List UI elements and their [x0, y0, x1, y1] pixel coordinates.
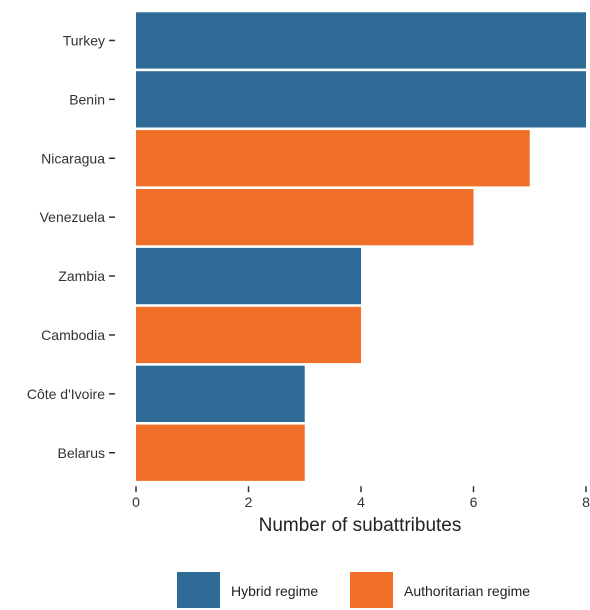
x-tick-label: 6: [470, 494, 478, 510]
y-tick-label: Belarus: [58, 445, 105, 461]
y-tick-label: Cambodia: [41, 327, 105, 343]
legend-label: Authoritarian regime: [404, 583, 530, 599]
bar: [136, 306, 361, 364]
legend-label: Hybrid regime: [231, 583, 318, 599]
x-tick-label: 4: [357, 494, 365, 510]
bar: [136, 189, 474, 246]
bar: [136, 71, 586, 128]
legend: Hybrid regime Authoritarian regime: [177, 572, 530, 608]
y-tick-label: Nicaragua: [41, 150, 105, 166]
y-tick-label: Côte d'Ivoire: [27, 386, 105, 402]
bar: [136, 424, 305, 481]
x-tick-label: 2: [245, 494, 253, 510]
y-axis: Turkey Benin Nicaragua Venezuela Zambia Cambo…: [27, 32, 115, 461]
y-tick-label: Zambia: [58, 268, 105, 284]
y-tick-label: Venezuela: [40, 209, 106, 225]
x-axis-title: Number of subattributes: [259, 515, 462, 536]
bar: [136, 130, 530, 187]
bar: [136, 247, 361, 305]
x-axis: 0 2 4 6 8: [132, 486, 590, 510]
x-tick-label: 0: [132, 494, 140, 510]
bar: [136, 12, 586, 69]
y-tick-label: Turkey: [63, 32, 105, 48]
bars-layer: [136, 12, 586, 481]
x-tick-label: 8: [582, 494, 590, 510]
y-tick-label: Benin: [69, 91, 105, 107]
legend-key: [177, 572, 220, 608]
legend-key: [350, 572, 393, 608]
bar: [136, 365, 305, 422]
